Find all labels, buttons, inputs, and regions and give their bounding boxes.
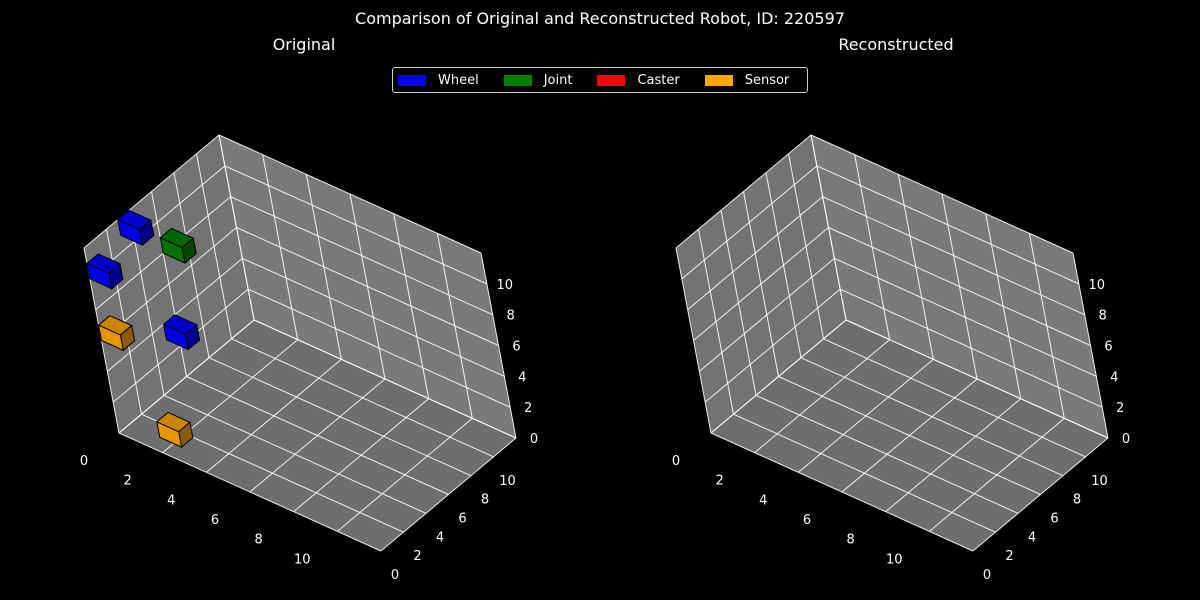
voxel-sensor bbox=[155, 411, 194, 449]
legend-item-caster: Caster bbox=[597, 72, 680, 88]
legend-swatch-wheel bbox=[398, 74, 426, 86]
figure-title: Comparison of Original and Reconstructed… bbox=[355, 9, 845, 28]
grid-line-z-left bbox=[83, 134, 220, 249]
x-tick-label: 6 bbox=[211, 513, 219, 528]
y-tick-label: 6 bbox=[458, 512, 466, 527]
panel-title-original: Original bbox=[272, 35, 336, 54]
x-tick-label: 6 bbox=[803, 513, 811, 528]
x-tick-label: 8 bbox=[255, 533, 263, 548]
legend-label-caster: Caster bbox=[637, 72, 680, 88]
grid-line-y bbox=[231, 338, 494, 458]
z-tick-label: 2 bbox=[1116, 401, 1124, 416]
legend-item-wheel: Wheel bbox=[398, 73, 479, 88]
y-tick-label: 0 bbox=[983, 568, 991, 583]
voxel-top-face bbox=[116, 209, 152, 231]
x-tick-label: 0 bbox=[80, 454, 88, 469]
grid-line-z-back bbox=[224, 165, 488, 285]
legend-swatch-sensor bbox=[704, 74, 733, 86]
legend: Wheel Joint Caster Sensor bbox=[392, 67, 808, 93]
y-tick-label: 2 bbox=[1005, 549, 1013, 564]
legend-item-joint: Joint bbox=[503, 72, 573, 88]
z-tick-label: 8 bbox=[1099, 309, 1107, 324]
grid-line-y bbox=[845, 319, 1109, 439]
x-tick-label: 10 bbox=[294, 552, 311, 567]
x-tick-label: 2 bbox=[716, 474, 724, 489]
y-tick-label: 6 bbox=[1050, 512, 1058, 527]
legend-label-sensor: Sensor bbox=[744, 72, 790, 88]
legend-label-joint: Joint bbox=[543, 72, 573, 88]
z-tick-label: 4 bbox=[518, 370, 526, 385]
grid-line-x-wall bbox=[1072, 252, 1109, 439]
panel-title-reconstructed: Reconstructed bbox=[838, 35, 954, 54]
voxel-wheel bbox=[116, 209, 155, 246]
x-tick-label: 4 bbox=[167, 493, 175, 508]
y-tick-label: 8 bbox=[1073, 493, 1081, 508]
legend-item-sensor: Sensor bbox=[704, 72, 790, 88]
grid-line-x-wall bbox=[480, 252, 517, 439]
grid-line-z-back bbox=[816, 165, 1080, 285]
grid-line-x bbox=[380, 437, 517, 552]
voxel-top-face bbox=[155, 411, 191, 433]
y-tick-label: 8 bbox=[481, 493, 489, 508]
x-tick-label: 2 bbox=[124, 474, 132, 489]
x-tick-label: 4 bbox=[759, 493, 767, 508]
voxel-top-face bbox=[159, 227, 195, 249]
grid-line-y-wall bbox=[218, 134, 255, 321]
grid-line-y bbox=[823, 338, 1086, 458]
voxel-wheel bbox=[162, 314, 201, 351]
y-tick-label: 4 bbox=[1028, 530, 1036, 545]
voxel-top-face bbox=[85, 253, 121, 274]
z-tick-label: 10 bbox=[497, 278, 514, 293]
z-tick-label: 0 bbox=[530, 432, 538, 447]
grid-line-z-back bbox=[810, 134, 1074, 254]
grid-line-y bbox=[253, 319, 517, 439]
y-tick-label: 10 bbox=[499, 474, 516, 489]
z-tick-label: 0 bbox=[1122, 432, 1130, 447]
legend-swatch-caster bbox=[597, 74, 626, 86]
legend-label-wheel: Wheel bbox=[438, 72, 479, 88]
grid-line-z-left bbox=[681, 165, 818, 280]
grid-line-z-back bbox=[218, 134, 482, 254]
legend-swatch-joint bbox=[503, 74, 532, 86]
grid-line-z-left bbox=[675, 134, 812, 249]
z-tick-label: 4 bbox=[1110, 370, 1118, 385]
y-tick-label: 10 bbox=[1091, 474, 1108, 489]
voxel-wheel bbox=[85, 253, 124, 290]
x-tick-label: 0 bbox=[672, 454, 680, 469]
voxel-top-face bbox=[97, 315, 133, 336]
z-tick-label: 6 bbox=[512, 340, 520, 355]
y-tick-label: 0 bbox=[391, 568, 399, 583]
voxel-joint bbox=[159, 227, 197, 264]
y-tick-label: 2 bbox=[413, 549, 421, 564]
voxel-top-face bbox=[162, 314, 198, 335]
z-tick-label: 2 bbox=[524, 401, 532, 416]
voxel-sensor bbox=[97, 315, 136, 352]
z-tick-label: 6 bbox=[1104, 340, 1112, 355]
x-tick-label: 10 bbox=[886, 552, 903, 567]
y-tick-label: 4 bbox=[436, 530, 444, 545]
z-tick-label: 10 bbox=[1089, 278, 1106, 293]
grid-line-y-wall bbox=[810, 134, 847, 321]
x-tick-label: 8 bbox=[847, 533, 855, 548]
grid-line-x bbox=[972, 437, 1109, 552]
z-tick-label: 8 bbox=[507, 309, 515, 324]
